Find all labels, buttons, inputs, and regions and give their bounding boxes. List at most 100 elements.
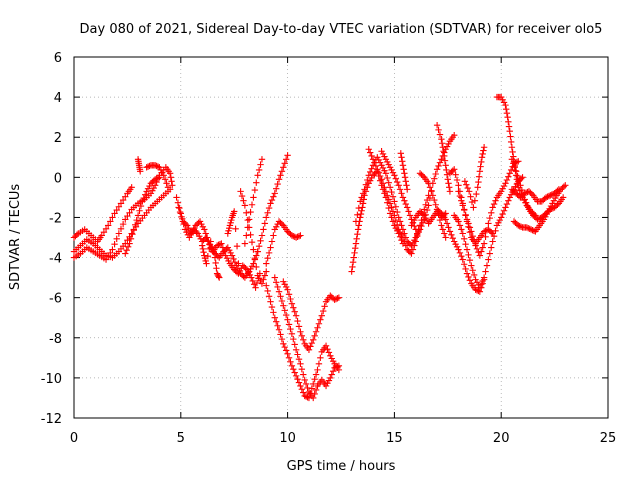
data-point-track-11 [244,224,251,231]
data-point-track-15 [304,384,311,392]
data-point-track-17 [385,204,392,212]
data-point-track-20 [391,172,398,179]
data-point-track-11 [251,186,259,194]
data-point-track-19 [376,172,384,180]
data-point-track-11 [243,232,250,239]
data-point-track-28 [506,170,513,177]
data-point-track-16 [290,304,297,311]
data-point-track-23 [436,159,444,166]
data-point-track-15 [280,302,287,309]
data-point-track-25 [444,176,451,183]
data-point-track-6 [250,260,257,267]
data-point-track-6 [214,253,222,260]
data-point-track-18 [382,170,390,177]
data-point-track-33 [523,224,531,231]
data-point-track-19 [391,212,398,219]
data-point-track-7 [249,277,256,285]
data-point-track-33 [525,224,532,232]
data-point-track-29 [448,231,455,239]
data-point-track-7 [175,204,182,211]
data-point-track-9 [233,242,241,250]
data-point-track-28 [470,237,478,245]
data-point-track-19 [381,184,388,191]
data-point-track-5 [146,162,153,170]
data-point-track-19 [392,216,400,224]
data-point-track-33 [530,227,538,235]
data-point-track-33 [526,225,533,233]
data-point-track-17 [389,218,397,225]
data-point-track-21 [401,174,409,181]
data-point-track-28 [458,197,465,204]
data-point-track-13 [268,238,276,245]
x-tick-label: 25 [600,431,617,446]
data-point-track-14 [263,282,270,289]
data-point-track-24 [429,192,437,199]
data-point-track-30 [478,154,486,161]
data-point-track-28 [472,242,479,249]
data-point-track-15 [271,274,278,281]
data-point-track-16 [285,291,293,298]
data-point-track-24 [432,201,439,208]
data-point-track-34 [547,192,554,199]
data-point-track-18 [396,218,404,225]
y-tick-label: 4 [54,91,62,106]
data-point-track-12 [280,164,287,171]
data-point-track-21 [399,158,406,165]
data-point-track-24 [428,188,435,195]
data-point-track-14 [273,318,280,325]
data-point-track-10 [240,197,247,204]
data-point-track-21 [400,166,407,173]
data-point-track-16 [311,332,318,339]
data-point-track-19 [394,221,401,228]
data-point-track-17 [354,230,361,238]
data-point-track-3 [140,194,147,202]
data-point-track-18 [366,168,374,176]
data-point-track-30 [475,178,482,186]
data-point-track-30 [480,144,488,151]
data-point-track-15 [310,394,317,402]
data-point-track-21 [403,182,410,189]
data-point-track-30 [477,163,484,170]
data-point-track-17 [359,204,366,211]
data-point-track-3 [134,212,142,219]
data-point-track-23 [438,156,445,163]
data-point-track-23 [421,216,428,223]
data-point-track-32 [508,156,516,163]
data-point-track-28 [483,226,491,234]
data-point-track-7 [195,219,202,226]
data-point-track-32 [524,202,531,210]
data-point-track-14 [325,349,333,356]
data-point-track-7 [252,284,259,291]
data-point-track-14 [265,293,273,300]
data-point-track-17 [384,199,391,206]
data-point-track-25 [445,180,452,187]
data-point-track-20 [408,216,415,223]
data-point-track-1 [107,218,114,225]
data-point-track-15 [281,307,288,314]
data-point-track-28 [460,206,468,214]
data-point-track-30 [467,193,474,200]
data-point-track-5 [151,162,159,169]
data-point-track-14 [314,366,321,374]
data-point-track-28 [505,173,512,180]
data-point-track-31 [502,105,510,113]
data-point-track-32 [535,215,543,222]
data-point-track-14 [302,393,310,400]
data-point-track-29 [475,287,482,295]
data-point-track-10 [261,272,269,279]
y-tick-label: -6 [49,292,62,307]
data-point-track-28 [476,252,484,259]
data-point-track-13 [288,232,296,239]
data-point-track-24 [439,226,447,233]
data-point-track-6 [240,273,247,280]
data-point-track-29 [449,234,456,242]
y-tick-labels: -12 -10 -8 -6 -4 -2 0 2 4 6 [41,51,62,427]
data-point-track-28 [485,220,492,227]
data-point-track-2 [167,174,175,181]
data-point-track-14 [287,358,294,366]
data-point-track-20 [404,204,411,211]
data-point-track-7 [215,241,222,249]
data-point-track-18 [362,181,370,188]
data-point-track-31 [508,144,516,151]
